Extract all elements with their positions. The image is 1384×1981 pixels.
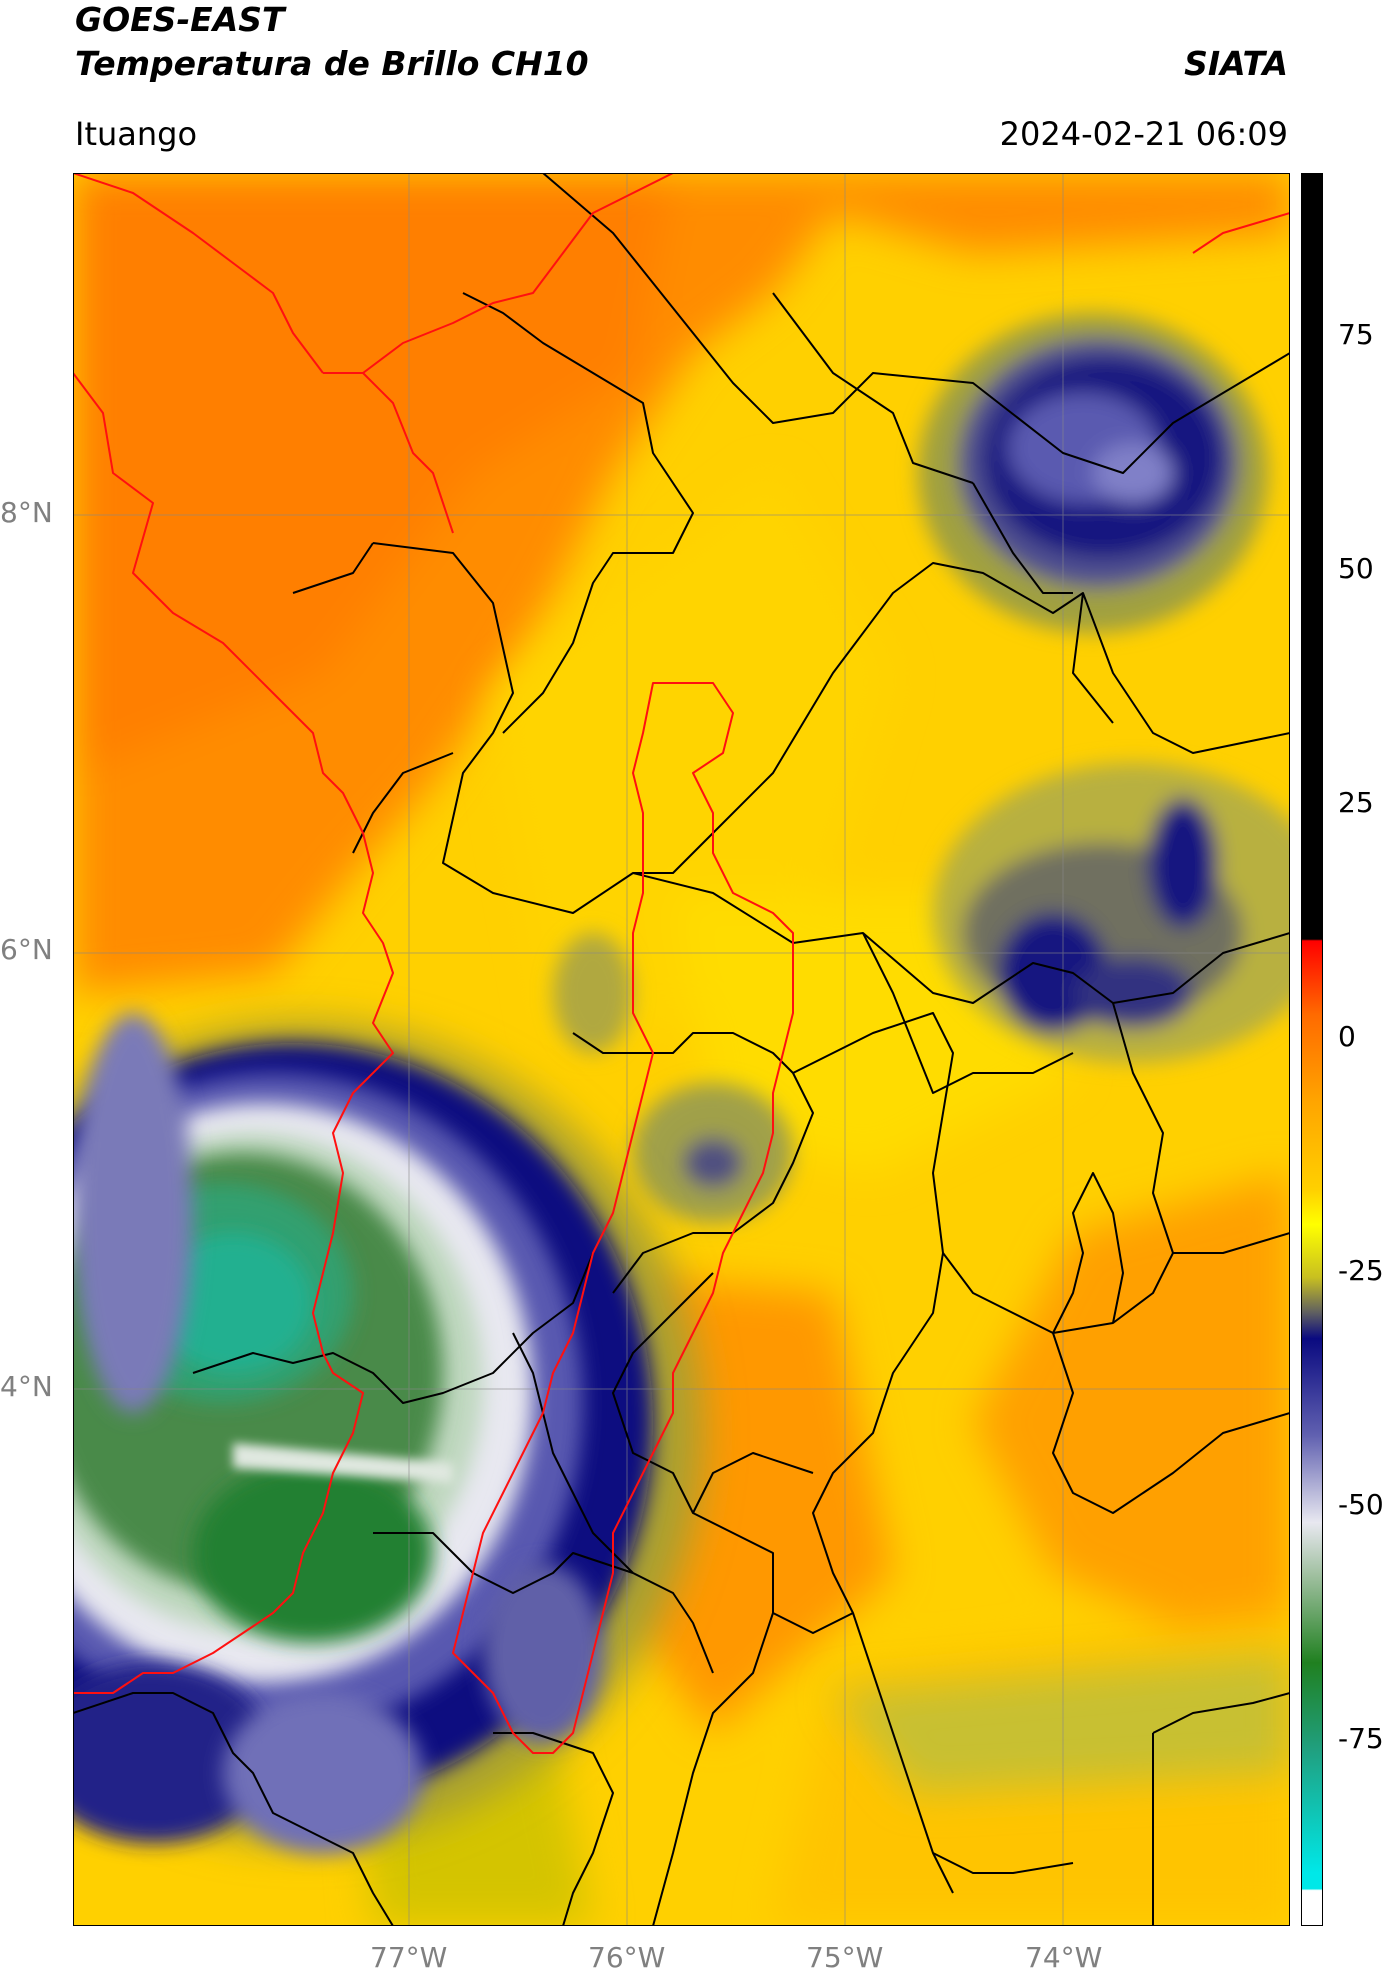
graticule	[73, 173, 1290, 1926]
lon-tick-77w: 77°W	[370, 1941, 448, 1974]
admin-borders	[73, 173, 1290, 1926]
colorbar-tick-minus25: -25	[1338, 1254, 1384, 1287]
product-title: Temperatura de Brillo CH10	[75, 44, 589, 83]
colorbar-tick-25: 25	[1338, 786, 1374, 819]
storm-northeast	[918, 313, 1268, 633]
datetime-label: 2024-02-21 06:09	[999, 115, 1288, 153]
lat-tick-8n: 8°N	[0, 496, 53, 529]
agency-label: SIATA	[1184, 44, 1288, 83]
storm-central	[553, 933, 793, 1223]
colorbar-tick-minus75: -75	[1338, 1722, 1384, 1755]
colorbar-tick-0: 0	[1338, 1020, 1356, 1053]
storm-east	[933, 763, 1290, 1063]
lat-tick-4n: 4°N	[0, 1370, 53, 1403]
brightness-temperature-map	[73, 173, 1290, 1926]
location-label: Ituango	[75, 115, 198, 153]
satellite-title: GOES-EAST	[75, 0, 285, 39]
colorbar-tick-minus50: -50	[1338, 1488, 1384, 1521]
lat-tick-6n: 6°N	[0, 933, 53, 966]
colorbar-tick-75: 75	[1338, 318, 1374, 351]
storm-southwest	[73, 1013, 703, 1853]
basin-outline	[73, 173, 1290, 1754]
lon-tick-74w: 74°W	[1025, 1941, 1103, 1974]
lon-tick-75w: 75°W	[806, 1941, 884, 1974]
colorbar-tick-50: 50	[1338, 552, 1374, 585]
temperature-colorbar	[1301, 173, 1323, 1926]
lon-tick-76w: 76°W	[588, 1941, 666, 1974]
